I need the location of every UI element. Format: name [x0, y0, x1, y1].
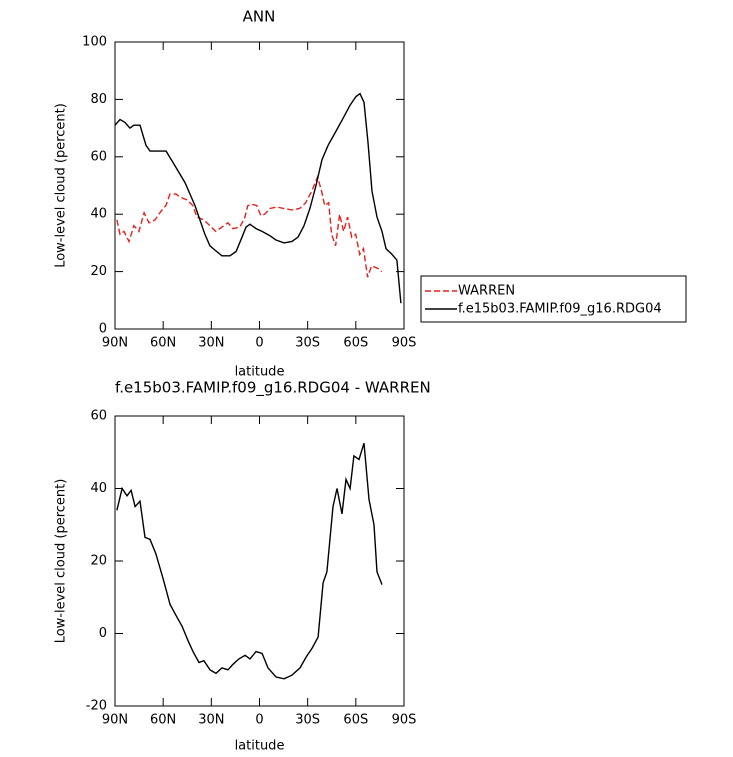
legend-box [420, 275, 687, 323]
data-line [116, 442, 383, 680]
data-line [116, 174, 383, 278]
x-tick-label: 60N [150, 713, 176, 728]
y-tick-label: 80 [90, 92, 107, 107]
y-tick-label: -20 [86, 699, 107, 714]
x-tick-label: 60S [343, 713, 368, 728]
x-tick-label: 60N [150, 336, 176, 351]
y-tick-label: 60 [90, 409, 107, 424]
y-axis-label: Low-level cloud (percent) [54, 103, 69, 268]
plot-frame [114, 41, 405, 330]
x-tick-label: 0 [255, 713, 263, 728]
y-tick-label: 0 [99, 626, 107, 641]
y-tick-label: 60 [90, 149, 107, 164]
x-tick-label: 30N [198, 713, 224, 728]
x-tick-label: 90S [392, 336, 417, 351]
x-tick-label: 90S [392, 713, 417, 728]
y-tick-label: 40 [90, 481, 107, 496]
legend-label: WARREN [458, 284, 515, 299]
x-tick-label: 30N [198, 336, 224, 351]
y-tick-label: 20 [90, 554, 107, 569]
x-tick-label: 30S [295, 336, 320, 351]
y-tick-label: 40 [90, 207, 107, 222]
data-line [114, 92, 402, 304]
x-tick-label: 30S [295, 713, 320, 728]
x-tick-label: 90N [102, 713, 128, 728]
x-axis-label: latitude [235, 739, 285, 754]
chart-title: ANN [243, 8, 276, 26]
legend: WARREN f.e15b03.FAMIP.f09_g16.RDG04 [420, 275, 687, 323]
legend-label: f.e15b03.FAMIP.f09_g16.RDG04 [458, 302, 662, 317]
x-tick-label: 0 [255, 336, 263, 351]
y-tick-label: 100 [82, 35, 107, 50]
chart-title: f.e15b03.FAMIP.f09_g16.RDG04 - WARREN [115, 379, 431, 398]
y-tick-label: 20 [90, 264, 107, 279]
x-tick-label: 90N [102, 336, 128, 351]
y-tick-label: 0 [99, 322, 107, 337]
x-tick-label: 60S [343, 336, 368, 351]
x-axis-label: latitude [235, 365, 285, 380]
y-axis-label: Low-level cloud (percent) [54, 479, 69, 644]
